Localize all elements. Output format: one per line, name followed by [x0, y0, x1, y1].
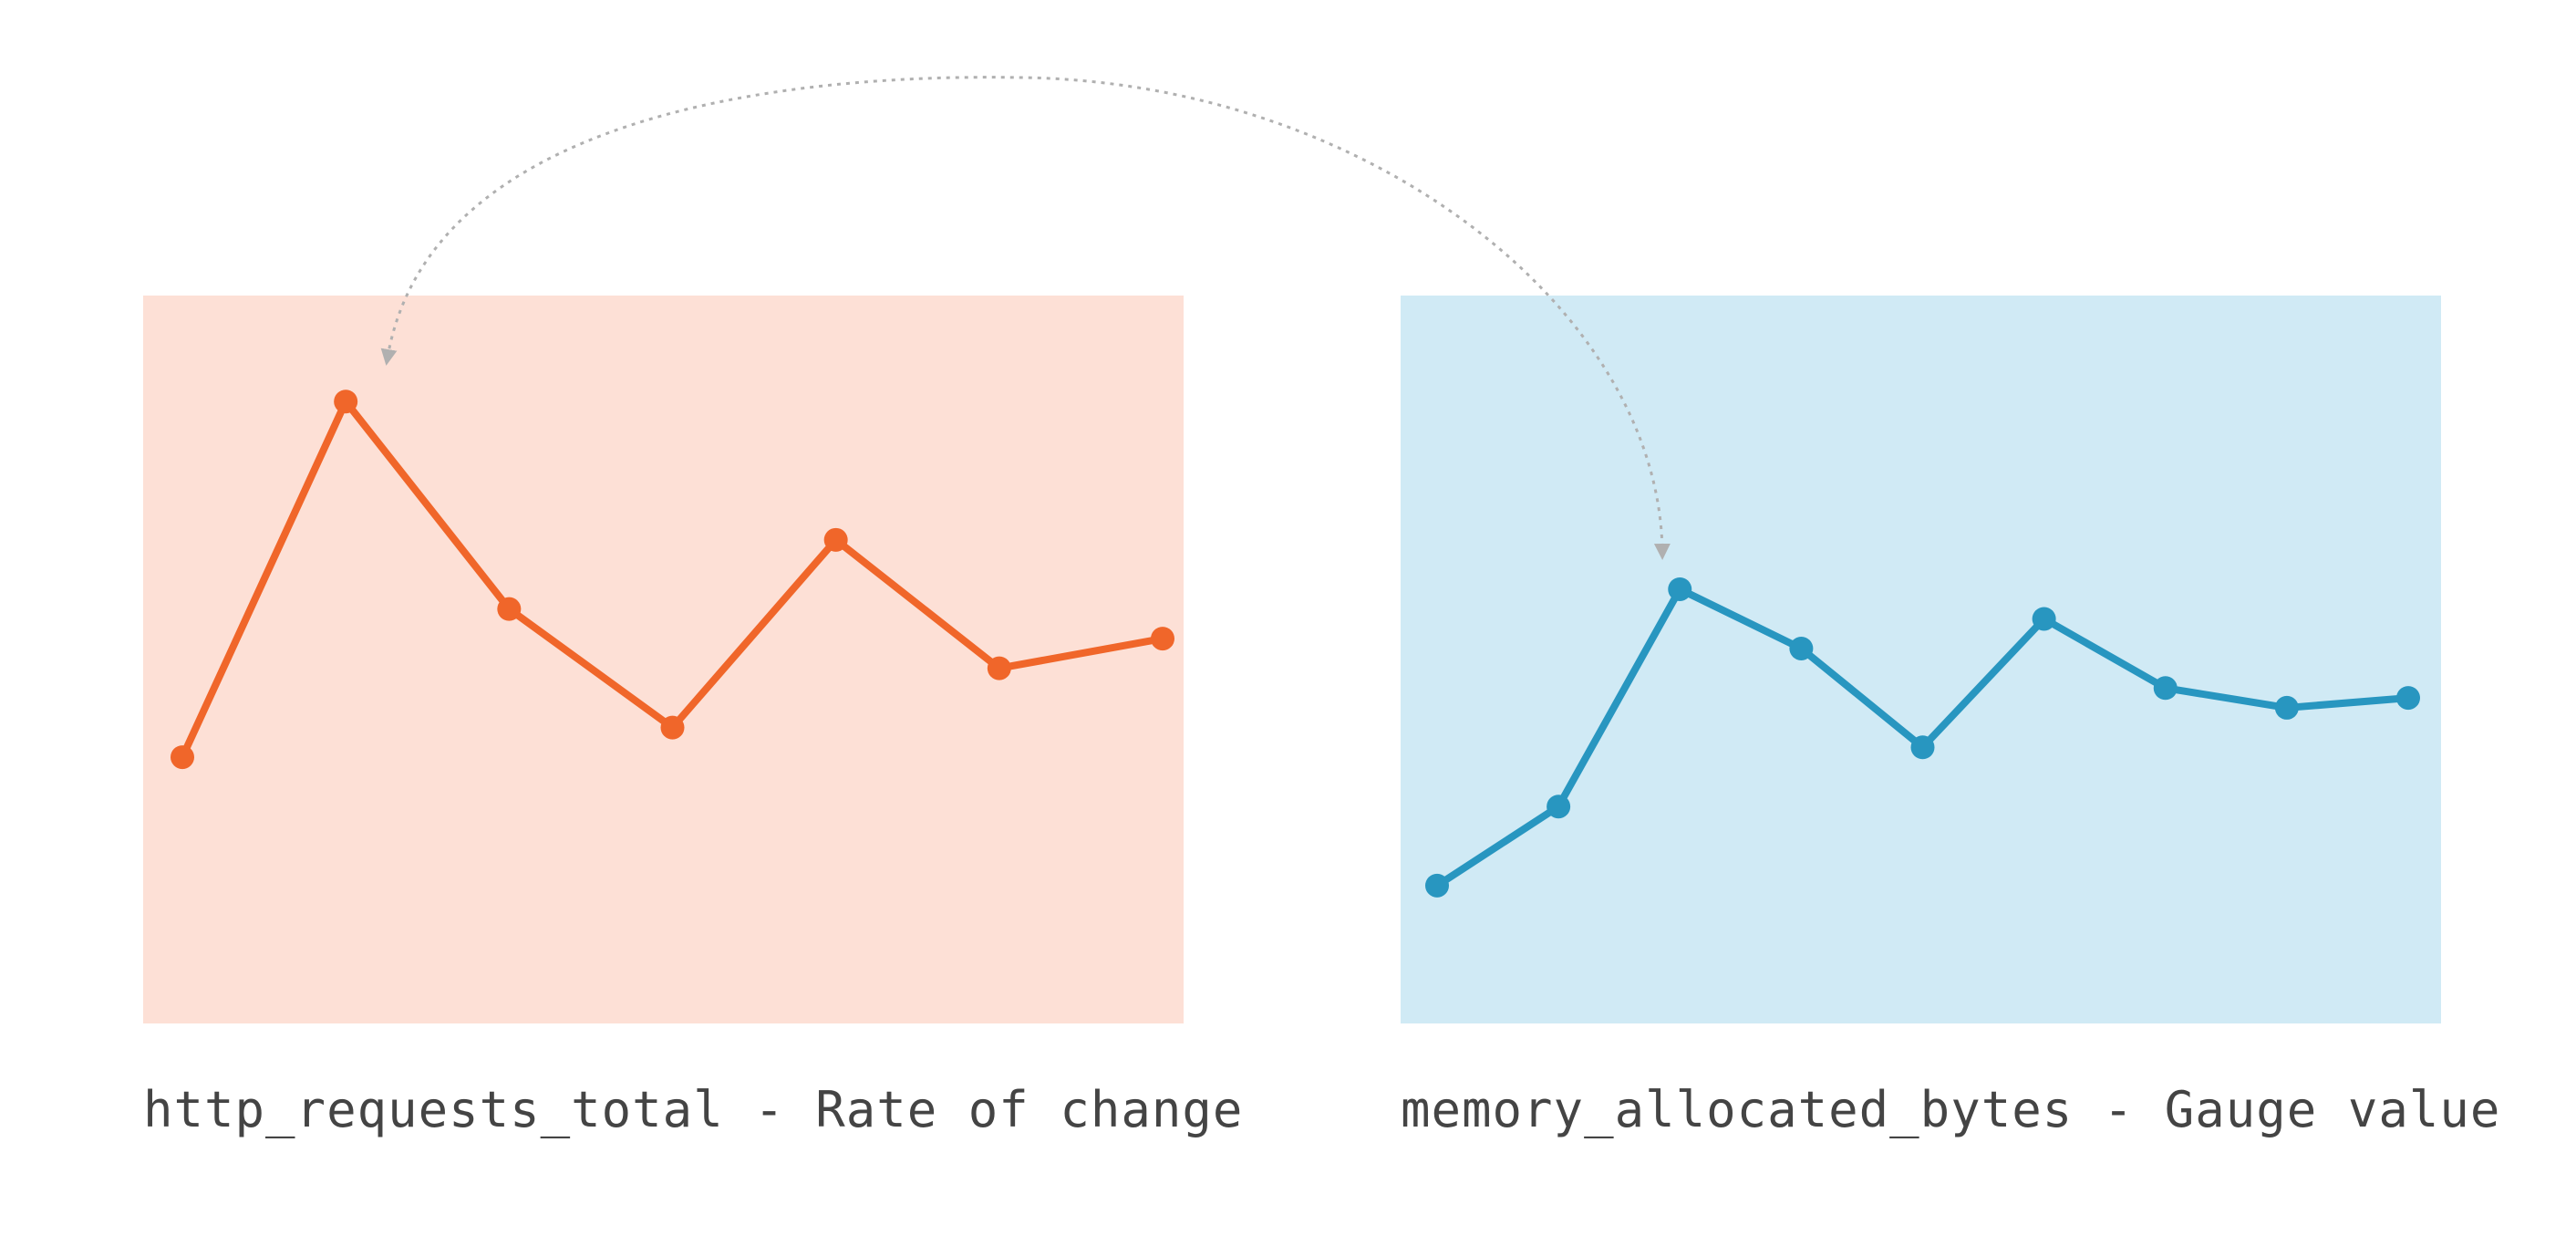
right-data-point-6	[2032, 607, 2056, 631]
left-data-point-6	[987, 656, 1011, 680]
left-chart-caption: http_requests_total - Rate of change	[143, 1081, 1244, 1138]
right-data-point-3	[1668, 576, 1692, 601]
right-data-point-2	[1547, 795, 1571, 819]
right-data-point-7	[2153, 676, 2178, 701]
right-data-point-5	[1910, 735, 1935, 760]
connector-arrow	[380, 76, 1671, 560]
left-data-point-7	[1151, 627, 1174, 651]
right-data-point-9	[2396, 686, 2420, 711]
right-data-point-1	[1425, 873, 1449, 898]
left-data-point-3	[497, 597, 522, 621]
right-data-point-8	[2274, 695, 2299, 720]
right-data-point-4	[1789, 636, 1814, 660]
left-data-point-2	[334, 389, 358, 414]
right-chart-series	[1425, 576, 2420, 898]
left-data-point-4	[660, 715, 685, 740]
right-chart-panel	[1401, 296, 2441, 1023]
left-data-point-5	[823, 527, 848, 552]
right-chart-caption: memory_allocated_bytes - Gauge value	[1401, 1081, 2501, 1138]
left-data-point-1	[171, 745, 194, 770]
